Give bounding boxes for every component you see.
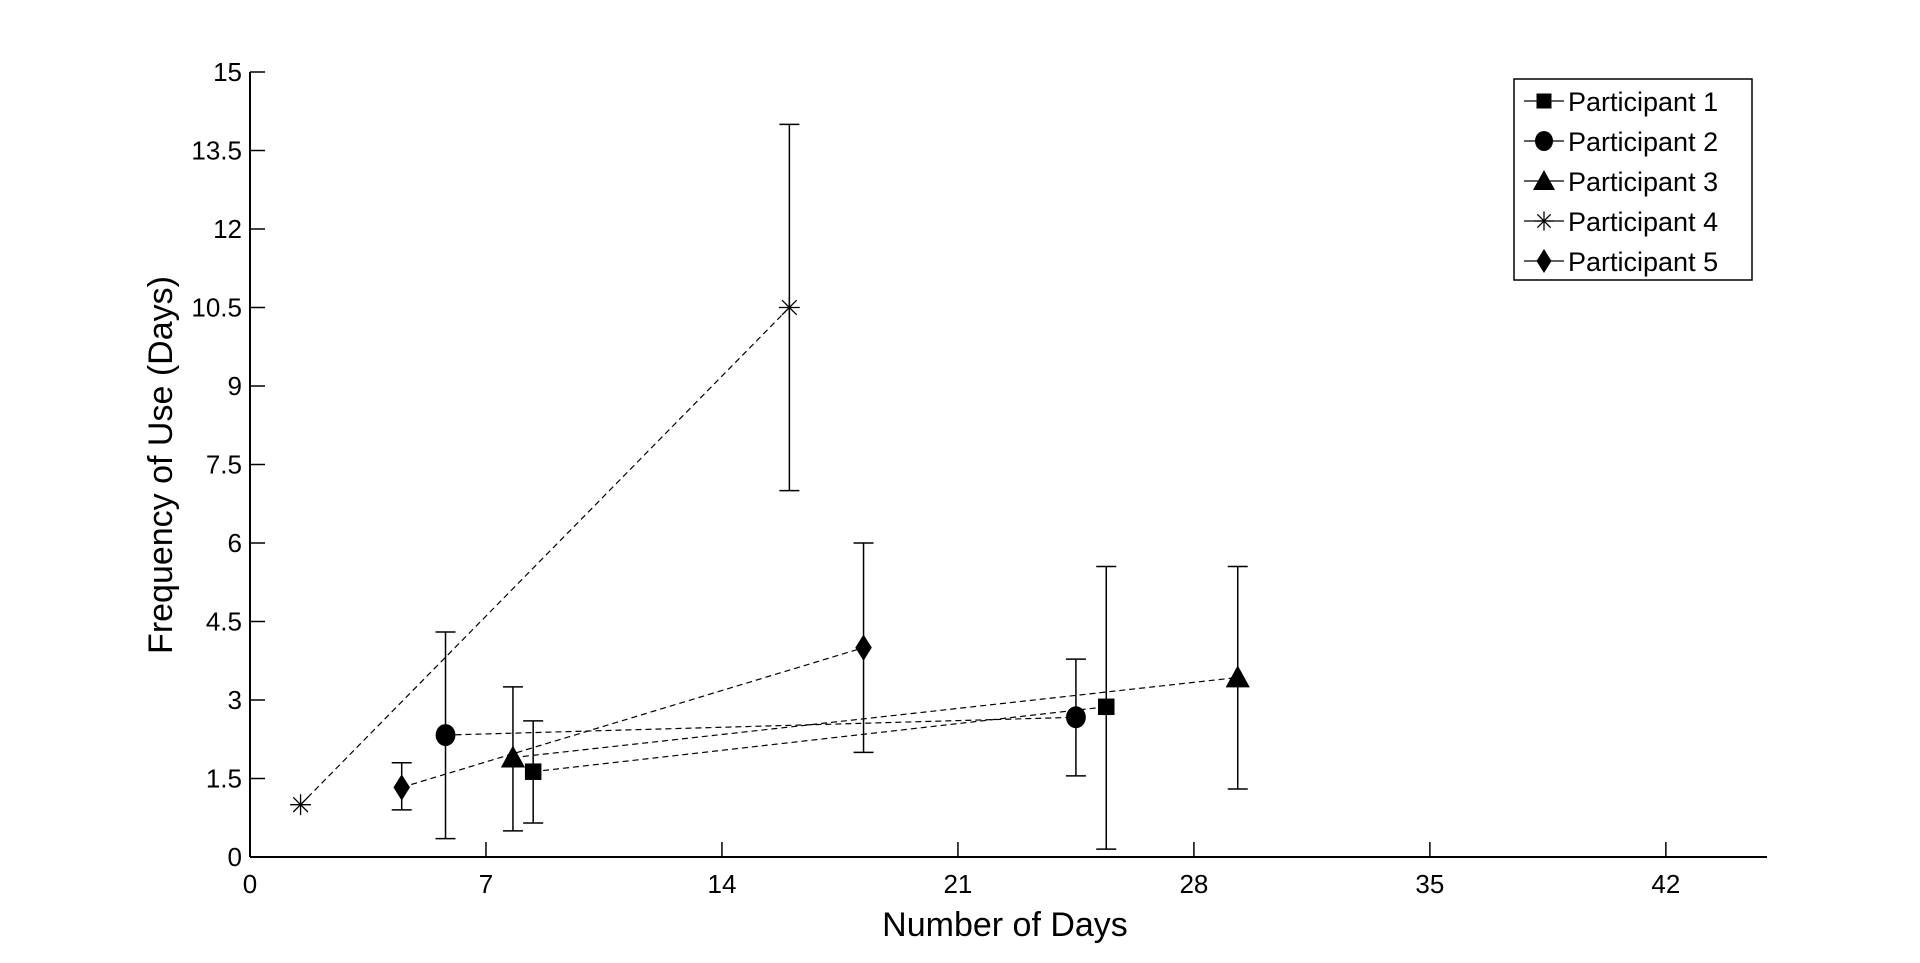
asterisk-stroke [781, 299, 798, 316]
data-point [1066, 706, 1086, 729]
legend-label: Participant 2 [1568, 127, 1718, 157]
x-tick-label: 42 [1651, 869, 1680, 899]
data-point [500, 745, 526, 768]
y-tick-label: 6 [228, 528, 242, 558]
legend-item: Participant 1 [1524, 87, 1718, 117]
data-point [855, 634, 872, 661]
legend-label: Participant 5 [1568, 247, 1718, 277]
y-tick-label: 4.5 [206, 607, 242, 637]
data-point [524, 763, 542, 780]
y-axis-label: Frequency of Use (Days) [142, 276, 180, 654]
y-tick-label: 10.5 [191, 293, 242, 323]
legend-marker [1536, 249, 1552, 273]
legend-marker [1534, 211, 1554, 231]
plot-area: 0 7 14 21 28 35 42 0 1.5 3 4.5 6 7.5 9 10.5 12 13.5 15 Par… [191, 57, 1767, 899]
data-point [778, 297, 800, 318]
legend-item: Participant 2 [1524, 127, 1718, 157]
x-tick-label: 14 [707, 869, 736, 899]
y-tick-label: 7.5 [206, 450, 242, 480]
asterisk-stroke [1536, 213, 1552, 229]
asterisk-stroke [292, 796, 309, 813]
x-tick-label: 7 [479, 869, 493, 899]
y-tick-label: 1.5 [206, 764, 242, 794]
data-point [435, 724, 456, 747]
legend-marker [1535, 131, 1553, 151]
data-point [1225, 665, 1250, 688]
y-tick-label: 13.5 [191, 136, 242, 166]
series-5 [391, 542, 874, 811]
y-tick-label: 9 [228, 371, 242, 401]
y-tick-label: 0 [228, 842, 242, 872]
y-tick-label: 12 [213, 214, 242, 244]
legend-item: Participant 3 [1524, 167, 1718, 197]
series-2 [435, 631, 1086, 840]
series-line [445, 716, 1076, 736]
series-3 [500, 565, 1250, 832]
legend-box [1513, 78, 1753, 281]
series-line [401, 647, 864, 788]
x-axis-label: Number of Days [882, 906, 1128, 944]
data-point [393, 774, 410, 801]
y-tick-label: 3 [228, 685, 242, 715]
legend-item: Participant 5 [1524, 247, 1718, 277]
data-point [1098, 698, 1115, 716]
series-line [512, 676, 1238, 759]
legend: Participant 1 Participant 2 Participant 3 P… [1513, 78, 1753, 281]
series-1 [523, 565, 1117, 850]
series-line [300, 307, 790, 806]
legend-label: Participant 3 [1568, 167, 1718, 197]
x-tick-label: 0 [243, 869, 257, 899]
x-tick-label: 35 [1415, 869, 1444, 899]
legend-label: Participant 1 [1568, 87, 1718, 117]
legend-marker [1536, 93, 1552, 109]
series-4 [290, 123, 800, 816]
legend-item: Participant 4 [1524, 207, 1718, 237]
data-point [290, 794, 312, 816]
x-tick-label: 28 [1179, 869, 1208, 899]
legend-label: Participant 4 [1568, 207, 1718, 237]
y-tick-label: 15 [213, 57, 242, 87]
legend-marker [1533, 170, 1555, 190]
series-line [533, 706, 1107, 773]
x-tick-label: 21 [943, 869, 972, 899]
